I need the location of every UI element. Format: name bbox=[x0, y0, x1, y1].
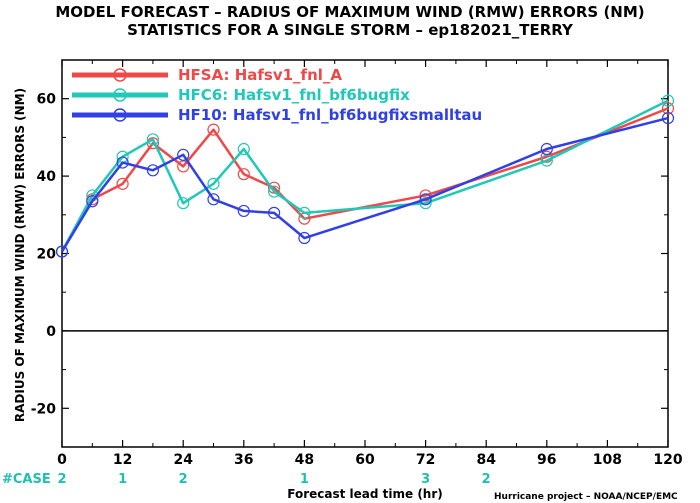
case-count: 1 bbox=[300, 472, 309, 487]
legend: HFSA: Hafsv1_fnl_A HFC6: Hafsv1_fnl_bf6bu… bbox=[72, 66, 482, 124]
y-tick-label: 40 bbox=[37, 169, 57, 185]
case-count: 3 bbox=[421, 472, 430, 487]
y-tick-label: 20 bbox=[37, 247, 57, 263]
series-line bbox=[60, 107, 669, 253]
data-point bbox=[268, 206, 281, 219]
case-count: 1 bbox=[118, 472, 127, 487]
data-point bbox=[298, 206, 311, 219]
case-counts: #CASE 2 1 2 1 3 2 bbox=[2, 472, 491, 487]
series-layer bbox=[55, 94, 675, 258]
legend-marker bbox=[113, 88, 127, 102]
x-axis-label: Forecast lead time (hr) bbox=[287, 487, 443, 501]
data-point bbox=[661, 102, 675, 115]
y-tick-label: -20 bbox=[31, 401, 57, 417]
chart-subtitle: STATISTICS FOR A SINGLE STORM – ep182021… bbox=[127, 21, 574, 39]
series-1 bbox=[55, 102, 675, 258]
data-point bbox=[419, 197, 432, 210]
data-point bbox=[237, 142, 250, 156]
case-count: 2 bbox=[57, 472, 66, 487]
data-point bbox=[116, 156, 129, 169]
data-point bbox=[237, 168, 250, 181]
x-tick-label: 96 bbox=[537, 452, 556, 468]
chart-title: MODEL FORECAST – RADIUS OF MAXIMUM WIND … bbox=[55, 3, 644, 21]
data-point bbox=[177, 148, 190, 161]
series-line bbox=[60, 116, 669, 253]
legend-marker bbox=[113, 68, 127, 82]
credit-text: Hurricane project – NOAA/NCEP/EMC bbox=[494, 492, 678, 502]
x-tick-label: 60 bbox=[355, 452, 375, 468]
legend-entry: HFSA: Hafsv1_fnl_A bbox=[178, 66, 342, 84]
data-point bbox=[540, 142, 553, 156]
data-point bbox=[207, 177, 220, 190]
data-point bbox=[661, 111, 675, 125]
legend-entry: HF10: Hafsv1_fnl_bf6bugfixsmalltau bbox=[178, 106, 482, 124]
case-count: 2 bbox=[482, 472, 491, 487]
case-count: 2 bbox=[179, 472, 188, 487]
x-tick-label: 108 bbox=[593, 452, 622, 468]
data-point bbox=[177, 160, 190, 173]
data-point bbox=[268, 185, 281, 198]
x-tick-label: 84 bbox=[476, 452, 496, 468]
case-label: #CASE bbox=[2, 472, 51, 487]
legend-entry: HFC6: Hafsv1_fnl_bf6bugfix bbox=[178, 86, 410, 104]
legend-marker bbox=[113, 108, 127, 122]
data-point bbox=[298, 231, 311, 245]
x-tick-label: 36 bbox=[234, 452, 253, 468]
data-point bbox=[146, 133, 159, 146]
x-tick-label: 72 bbox=[416, 452, 435, 468]
data-point bbox=[419, 193, 432, 206]
data-point bbox=[116, 177, 129, 190]
data-point bbox=[540, 154, 553, 167]
data-point bbox=[268, 181, 281, 194]
data-point bbox=[177, 197, 190, 210]
y-tick-label: 60 bbox=[37, 92, 57, 108]
x-tick-label: 24 bbox=[173, 452, 193, 468]
x-tick-label: 120 bbox=[653, 452, 682, 468]
data-point bbox=[237, 204, 250, 218]
data-point bbox=[207, 193, 220, 206]
x-tick-label: 48 bbox=[295, 452, 314, 468]
data-point bbox=[146, 164, 159, 177]
axis-ticks: 0 12 24 36 48 60 72 84 96 108 120 -20 0 20 40 60 bbox=[31, 60, 683, 468]
y-axis-label: RADIUS OF MAXIMUM WIND (RMW) ERRORS (NM) bbox=[13, 88, 27, 422]
x-tick-label: 12 bbox=[113, 452, 132, 468]
series-3 bbox=[55, 111, 675, 258]
y-tick-label: 0 bbox=[46, 324, 56, 340]
x-tick-label: 0 bbox=[57, 452, 67, 468]
data-point bbox=[419, 189, 432, 202]
data-point bbox=[55, 245, 69, 258]
data-point bbox=[86, 195, 99, 208]
data-point bbox=[661, 94, 675, 107]
data-point bbox=[207, 123, 220, 136]
